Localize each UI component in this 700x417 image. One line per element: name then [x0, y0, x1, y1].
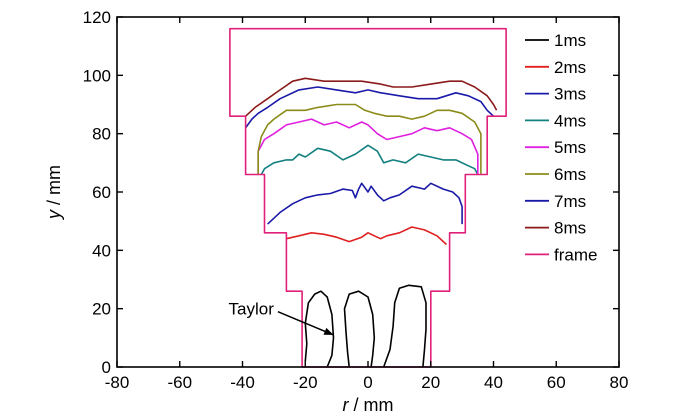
y-axis-label: y / mm	[44, 165, 64, 221]
annotation-arrowhead	[323, 327, 334, 335]
x-axis-variable: r	[343, 395, 350, 415]
series-4ms	[260, 144, 479, 175]
series-1ms	[304, 284, 427, 368]
x-axis-unit: / mm	[349, 395, 394, 415]
legend-label-1ms: 1ms	[554, 31, 586, 50]
tick-layer: -80 -60 -40 -20 0 20 40 60 80 0 20 40 60 80 100 120	[83, 8, 629, 392]
y-tick-label: 40	[92, 241, 111, 260]
series-line-5ms	[257, 118, 479, 175]
x-tick-label: -40	[230, 373, 255, 392]
series-line-1ms	[382, 284, 427, 368]
series-3ms	[267, 182, 463, 225]
series-line-1ms	[343, 290, 376, 368]
annotation-label: Taylor	[229, 300, 275, 319]
x-tick-label: 80	[610, 373, 629, 392]
series-line-4ms	[260, 144, 479, 175]
curve-layer	[229, 27, 507, 368]
y-tick-label: 60	[92, 183, 111, 202]
series-7ms	[244, 86, 495, 129]
x-tick-label: 60	[547, 373, 566, 392]
series-line-7ms	[244, 86, 495, 129]
legend-label-5ms: 5ms	[554, 138, 586, 157]
x-axis-label: r / mm	[343, 395, 394, 415]
annotation-arrow	[277, 310, 334, 336]
y-axis-variable: y	[44, 209, 64, 221]
legend: 1ms 2ms 3ms 4ms 5ms 6ms 7ms 8ms frame	[525, 31, 597, 264]
x-tick-label: 20	[421, 373, 440, 392]
series-8ms	[245, 77, 498, 117]
series-line-6ms	[257, 103, 482, 175]
y-tick-label: 100	[83, 66, 111, 85]
x-tick-label: 40	[484, 373, 503, 392]
x-tick-label: -20	[293, 373, 318, 392]
y-tick-label: 0	[102, 358, 111, 377]
series-2ms	[286, 226, 447, 246]
x-tick-label: -60	[167, 373, 192, 392]
y-tick-label: 80	[92, 125, 111, 144]
legend-label-3ms: 3ms	[554, 85, 586, 104]
series-6ms	[257, 103, 482, 175]
y-tick-label: 20	[92, 300, 111, 319]
x-tick-label: -80	[105, 373, 130, 392]
legend-label-2ms: 2ms	[554, 58, 586, 77]
legend-label-7ms: 7ms	[554, 192, 586, 211]
annotation-layer: Taylor	[229, 300, 334, 336]
series-line-8ms	[245, 77, 498, 117]
y-axis-unit: / mm	[44, 165, 64, 210]
legend-label-6ms: 6ms	[554, 165, 586, 184]
series-5ms	[257, 118, 479, 175]
x-tick-label: 0	[363, 373, 372, 392]
series-frame	[229, 27, 507, 368]
legend-label-8ms: 8ms	[554, 219, 586, 238]
legend-label-frame: frame	[554, 245, 597, 264]
series-line-frame	[229, 27, 507, 368]
series-line-1ms	[304, 290, 335, 368]
legend-label-4ms: 4ms	[554, 111, 586, 130]
series-line-2ms	[286, 226, 447, 246]
y-tick-label: 120	[83, 8, 111, 27]
series-line-3ms	[267, 182, 463, 225]
